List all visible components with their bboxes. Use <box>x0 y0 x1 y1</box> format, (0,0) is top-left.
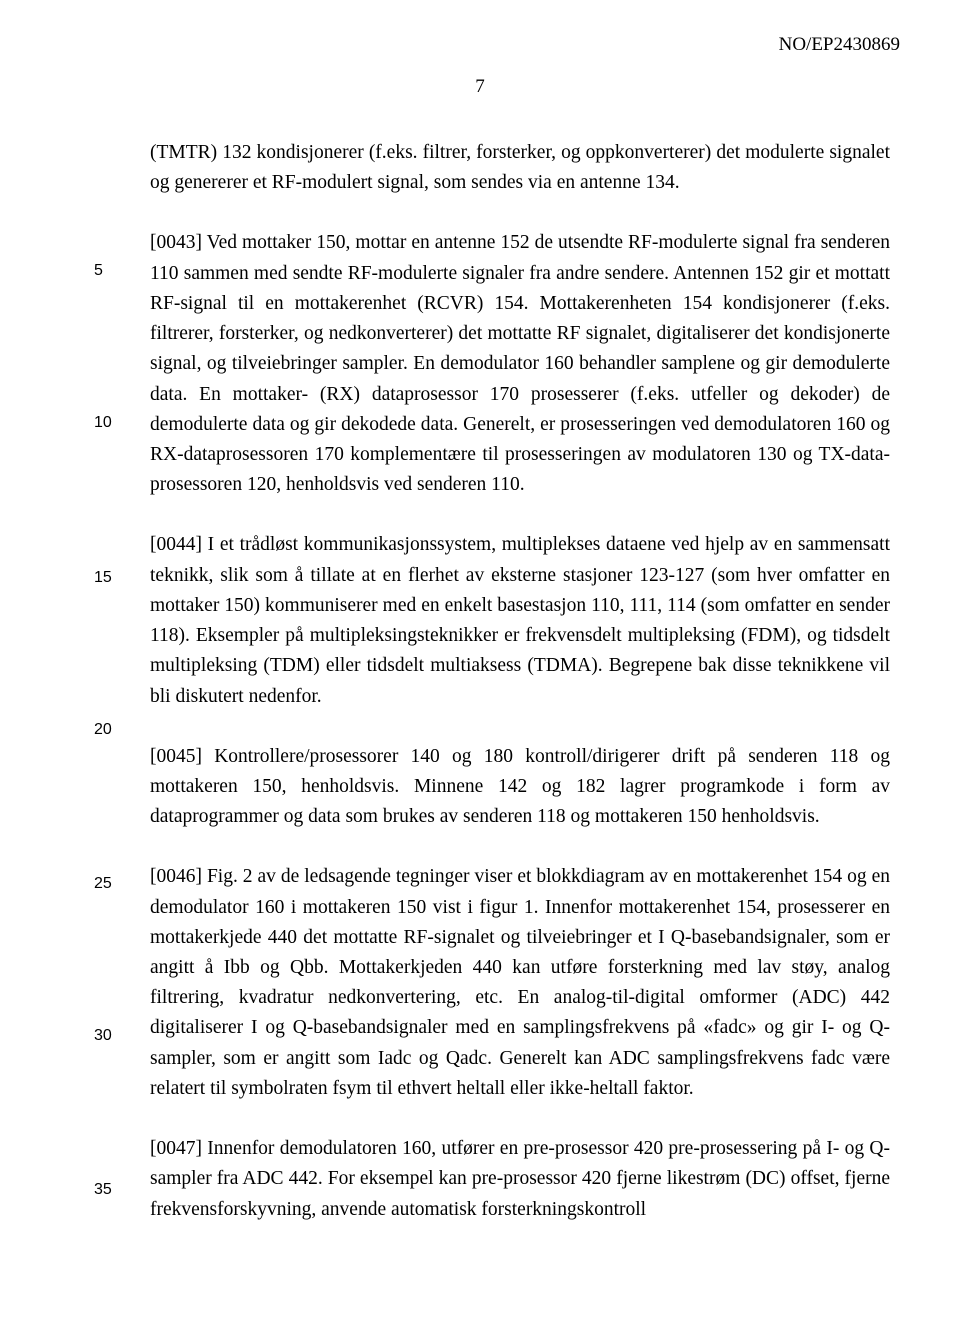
paragraph-6: [0047] Innenfor demodulatoren 160, utfør… <box>150 1134 890 1225</box>
line-number-15: 15 <box>94 569 112 587</box>
paragraph-4: [0045] Kontrollere/prosessorer 140 og 18… <box>150 742 890 833</box>
document-id: NO/EP2430869 <box>779 34 900 56</box>
paragraph-1: (TMTR) 132 kondisjonerer (f.eks. filtrer… <box>150 138 890 198</box>
line-number-10: 10 <box>94 414 112 432</box>
line-number-25: 25 <box>94 875 112 893</box>
line-number-35: 35 <box>94 1181 112 1199</box>
paragraph-5: [0046] Fig. 2 av de ledsagende tegninger… <box>150 862 890 1104</box>
line-number-5: 5 <box>94 262 103 280</box>
paragraph-3: [0044] I et trådløst kommunikasjonssyste… <box>150 530 890 711</box>
page-number: 7 <box>475 76 485 98</box>
line-number-20: 20 <box>94 721 112 739</box>
line-number-30: 30 <box>94 1027 112 1045</box>
document-content: (TMTR) 132 kondisjonerer (f.eks. filtrer… <box>150 138 890 1225</box>
paragraph-2: [0043] Ved mottaker 150, mottar en anten… <box>150 228 890 500</box>
